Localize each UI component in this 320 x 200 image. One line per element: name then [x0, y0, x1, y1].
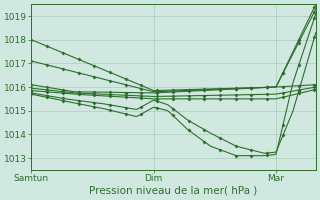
X-axis label: Pression niveau de la mer( hPa ): Pression niveau de la mer( hPa ): [90, 186, 258, 196]
